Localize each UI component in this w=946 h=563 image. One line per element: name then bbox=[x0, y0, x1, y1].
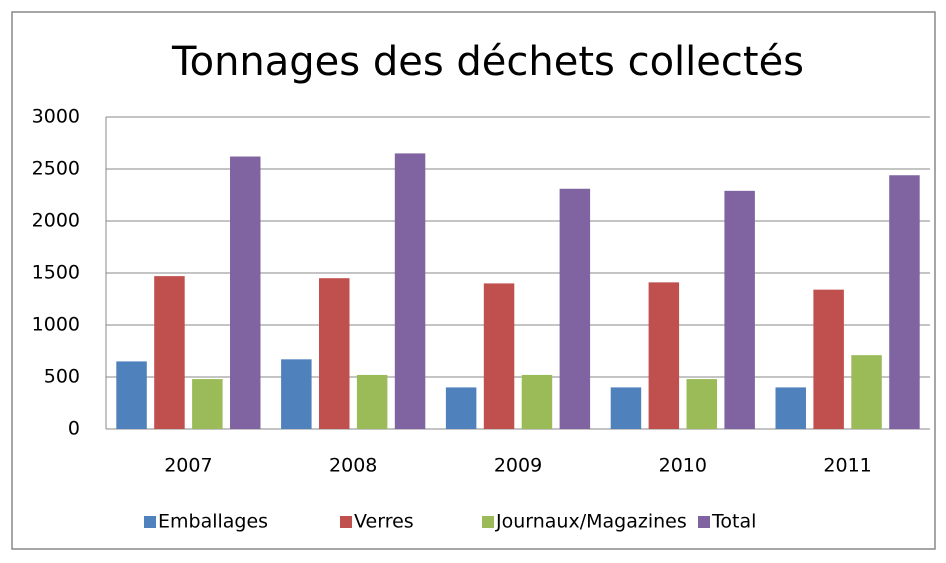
bar bbox=[648, 282, 680, 429]
bar bbox=[559, 188, 591, 429]
bar bbox=[116, 361, 147, 429]
legend-label: Emballages bbox=[158, 511, 268, 533]
y-tick-label: 3000 bbox=[32, 106, 80, 128]
bar bbox=[610, 387, 642, 429]
bar bbox=[724, 190, 755, 429]
bar bbox=[521, 374, 553, 429]
bar bbox=[775, 387, 806, 429]
legend-label: Total bbox=[711, 511, 756, 533]
y-tick-label: 0 bbox=[68, 418, 80, 440]
bar bbox=[230, 156, 261, 429]
y-tick-label: 1000 bbox=[32, 314, 80, 336]
legend-swatch bbox=[482, 516, 494, 528]
chart-title: Tonnages des déchets collectés bbox=[171, 39, 804, 85]
bar bbox=[394, 153, 426, 429]
legend-label: Journaux/Magazines bbox=[495, 511, 687, 533]
y-tick-label: 500 bbox=[44, 366, 80, 388]
legend-swatch bbox=[144, 516, 156, 528]
bar bbox=[851, 355, 882, 429]
x-tick-label: 2008 bbox=[329, 455, 377, 477]
bar bbox=[154, 276, 185, 429]
bar bbox=[483, 283, 515, 429]
bar bbox=[192, 379, 223, 429]
x-tick-label: 2009 bbox=[494, 455, 542, 477]
legend-swatch bbox=[698, 516, 710, 528]
x-tick-label: 2010 bbox=[659, 455, 707, 477]
legend-swatch bbox=[340, 516, 352, 528]
bar bbox=[445, 387, 477, 429]
bar bbox=[686, 379, 717, 429]
bar bbox=[281, 359, 312, 429]
bar bbox=[813, 289, 844, 429]
x-tick-label: 2007 bbox=[164, 455, 212, 477]
legend-label: Verres bbox=[354, 511, 414, 533]
bar bbox=[319, 278, 350, 429]
y-tick-label: 1500 bbox=[32, 262, 80, 284]
y-tick-label: 2000 bbox=[32, 210, 80, 232]
bar bbox=[889, 175, 920, 429]
x-tick-label: 2011 bbox=[823, 455, 871, 477]
chart-border bbox=[11, 11, 936, 550]
bar bbox=[356, 374, 388, 429]
y-tick-label: 2500 bbox=[32, 158, 80, 180]
